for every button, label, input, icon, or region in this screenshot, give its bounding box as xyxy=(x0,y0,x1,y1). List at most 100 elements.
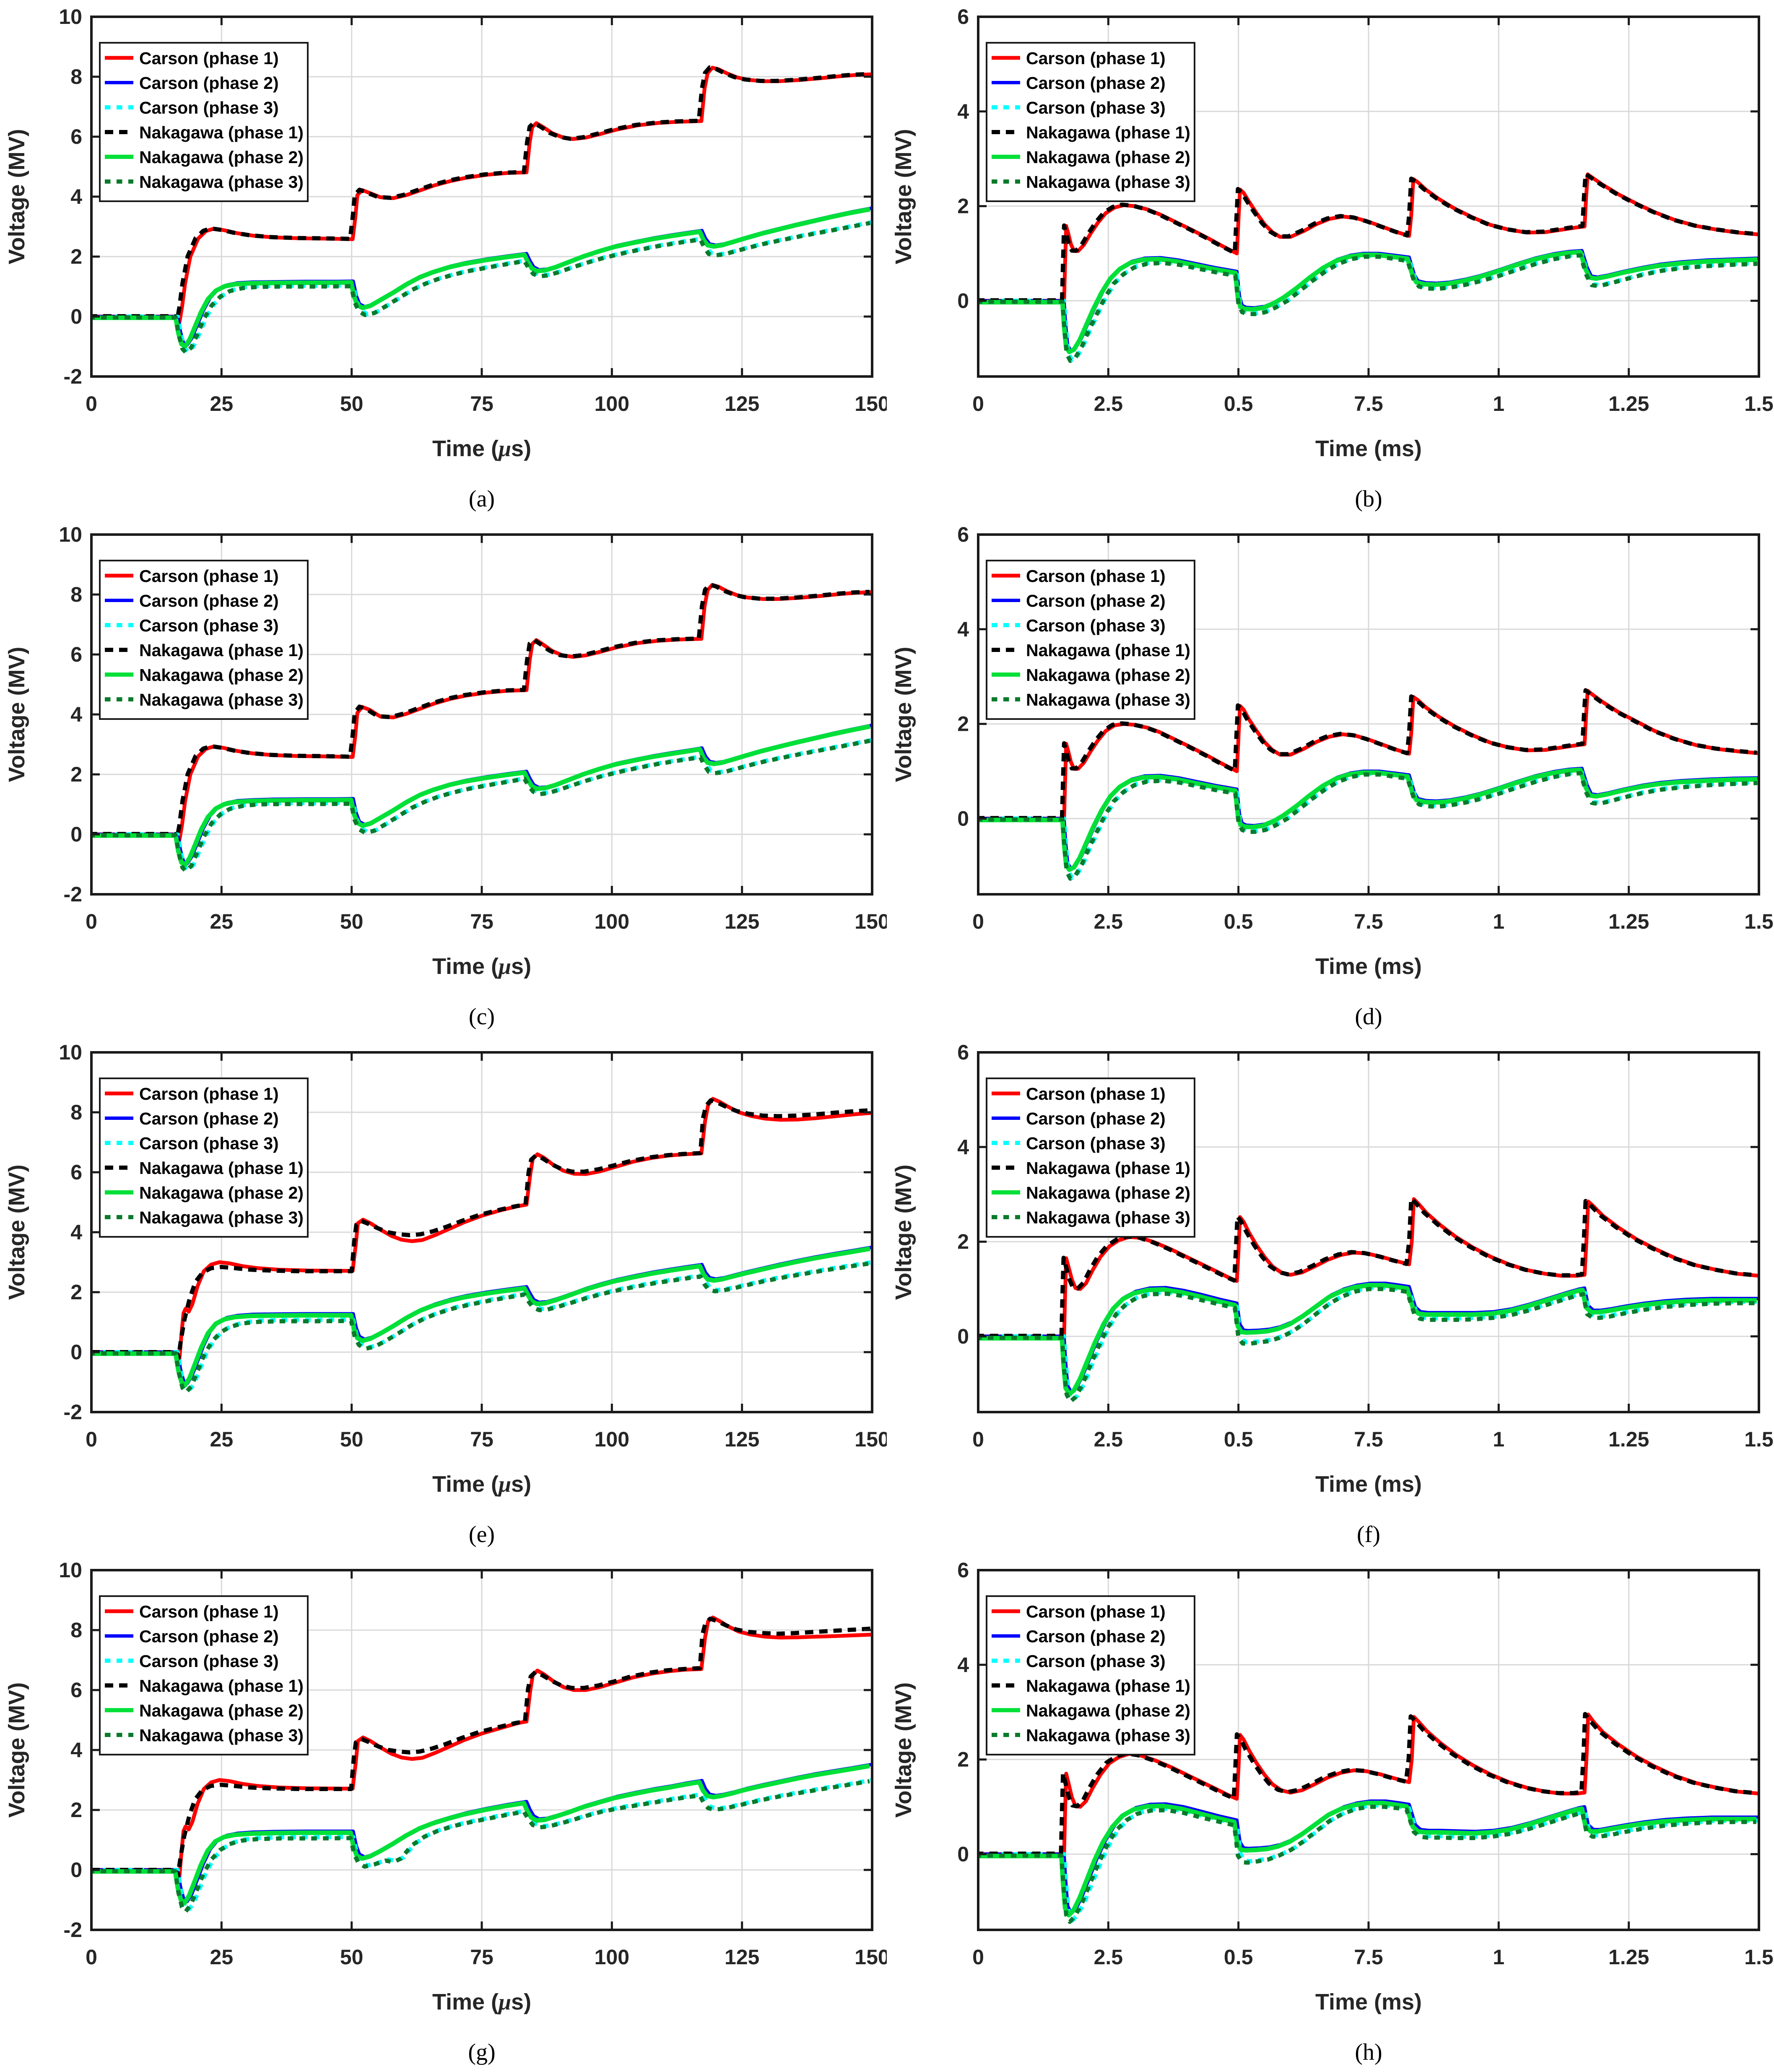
legend-label: Nakagawa (phase 1) xyxy=(1026,1158,1190,1178)
legend-label: Nakagawa (phase 3) xyxy=(1026,690,1190,709)
legend-label: Carson (phase 2) xyxy=(1026,1109,1166,1128)
legend-label: Nakagawa (phase 1) xyxy=(139,1676,304,1696)
legend-label: Nakagawa (phase 1) xyxy=(1026,641,1190,660)
x-tick-label: 0 xyxy=(972,910,984,933)
chart-a: 0 25 50 75 100 125 150 -2 0 2 4 6 8 10 Time (μs) Voltag… xyxy=(0,0,887,518)
legend: Carson (phase 1) Carson (phase 2) Carson (… xyxy=(99,1078,309,1238)
chart-svg-d: 0 2.5 0.5 7.5 1 1.25 1.5 0 2 4 6 Time (ms) Voltage (… xyxy=(887,518,1774,1036)
series-nakagawa-phase-1 xyxy=(977,1196,1757,1338)
legend-label: Carson (phase 3) xyxy=(1026,98,1166,117)
chart-h: 0 2.5 0.5 7.5 1 1.25 1.5 0 2 4 6 Time (ms) Voltage (… xyxy=(887,1553,1774,2071)
legend-label: Carson (phase 1) xyxy=(139,49,279,68)
legend-label: Nakagawa (phase 2) xyxy=(139,148,304,167)
legend-label: Carson (phase 2) xyxy=(139,1627,279,1646)
x-tick-label: 0 xyxy=(86,1428,97,1451)
y-axis-label: Voltage (MV) xyxy=(4,129,29,265)
legend-label: Carson (phase 2) xyxy=(1026,73,1166,93)
series-nakagawa-phase-2 xyxy=(91,1246,870,1388)
series-nakagawa-phase-3 xyxy=(91,1261,870,1394)
chart-f: 0 2.5 0.5 7.5 1 1.25 1.5 0 2 4 6 Time (ms) Voltage (… xyxy=(887,1036,1774,1553)
legend-box xyxy=(99,1078,309,1238)
x-tick-label: 0 xyxy=(86,910,97,933)
series-group xyxy=(91,1097,873,1394)
x-tick-label: 1 xyxy=(1493,392,1504,415)
x-axis-label: Time (μs) xyxy=(432,1472,531,1497)
legend-label: Carson (phase 1) xyxy=(1026,49,1166,68)
chart-caption: (h) xyxy=(1355,2039,1382,2065)
y-axis-label: Voltage (MV) xyxy=(4,647,29,782)
x-axis-label: Time (μs) xyxy=(432,1989,531,2015)
series-nakagawa-phase-2 xyxy=(91,207,871,349)
y-tick-label: 4 xyxy=(70,703,82,726)
chart-c: 0 25 50 75 100 125 150 -2 0 2 4 6 8 10 Time (μs) Voltag… xyxy=(0,518,887,1036)
legend-label: Carson (phase 1) xyxy=(1026,1602,1166,1621)
x-axis-label: Time (ms) xyxy=(1315,436,1422,461)
legend-label: Carson (phase 3) xyxy=(1026,1134,1166,1153)
x-tick-label: 0 xyxy=(972,1945,984,1969)
legend-label: Nakagawa (phase 2) xyxy=(139,665,304,685)
legend: Carson (phase 1) Carson (phase 2) Carson (… xyxy=(986,560,1195,720)
y-tick-label: 4 xyxy=(957,1135,969,1159)
legend-label: Carson (phase 2) xyxy=(1026,591,1166,610)
y-tick-label: -2 xyxy=(64,883,82,906)
x-tick-label: 0 xyxy=(972,1428,984,1451)
chart-svg-f: 0 2.5 0.5 7.5 1 1.25 1.5 0 2 4 6 Time (ms) Voltage (… xyxy=(887,1036,1774,1553)
y-tick-label: 2 xyxy=(957,195,969,218)
chart-svg-h: 0 2.5 0.5 7.5 1 1.25 1.5 0 2 4 6 Time (ms) Voltage (… xyxy=(887,1553,1774,2071)
series-nakagawa-phase-1 xyxy=(977,688,1757,820)
legend-box xyxy=(986,560,1195,720)
x-tick-label: 150 xyxy=(855,392,887,415)
series-nakagawa-phase-3 xyxy=(977,1287,1757,1404)
legend-label: Nakagawa (phase 1) xyxy=(1026,123,1190,142)
y-axis-label: Voltage (MV) xyxy=(4,1683,29,1818)
series-carson-phase-3 xyxy=(91,1778,873,1913)
legend-label: Carson (phase 2) xyxy=(139,591,279,610)
y-tick-label: -2 xyxy=(64,365,82,388)
legend-label: Nakagawa (phase 1) xyxy=(139,123,304,142)
y-tick-label: 8 xyxy=(70,65,82,88)
series-nakagawa-phase-1 xyxy=(977,171,1757,303)
x-tick-label: 7.5 xyxy=(1354,910,1383,933)
legend-label: Nakagawa (phase 2) xyxy=(139,1701,304,1720)
x-axis-label: Time (μs) xyxy=(432,954,531,979)
y-axis-label: Voltage (MV) xyxy=(891,1165,916,1300)
legend: Carson (phase 1) Carson (phase 2) Carson (… xyxy=(99,560,309,720)
chart-caption: (c) xyxy=(469,1004,495,1030)
legend-label: Nakagawa (phase 3) xyxy=(139,690,304,709)
y-axis-label: Voltage (MV) xyxy=(891,1683,916,1818)
y-tick-label: 6 xyxy=(957,523,969,546)
legend-label: Nakagawa (phase 2) xyxy=(1026,1183,1190,1202)
y-tick-label: 0 xyxy=(70,305,82,328)
series-carson-phase-3 xyxy=(91,220,873,354)
chart-caption: (d) xyxy=(1355,1004,1382,1030)
x-tick-label: 125 xyxy=(725,1945,759,1969)
y-tick-label: 2 xyxy=(70,1798,82,1822)
series-group xyxy=(977,171,1759,363)
x-tick-label: 0 xyxy=(972,392,984,415)
series-nakagawa-phase-3 xyxy=(977,1805,1756,1924)
series-group xyxy=(977,688,1759,881)
y-tick-label: 6 xyxy=(70,1678,82,1702)
legend-label: Carson (phase 3) xyxy=(139,98,279,117)
y-tick-label: 10 xyxy=(59,1558,82,1582)
y-tick-label: 0 xyxy=(957,1842,969,1866)
y-tick-label: 0 xyxy=(957,289,969,312)
y-tick-label: 8 xyxy=(70,1101,82,1124)
y-tick-label: 2 xyxy=(957,1230,969,1254)
x-axis-label: Time (μs) xyxy=(432,436,531,461)
chart-caption: (g) xyxy=(468,2039,495,2065)
x-tick-label: 150 xyxy=(855,910,887,933)
series-group xyxy=(91,65,873,355)
series-nakagawa-phase-1 xyxy=(91,1616,873,1878)
x-tick-label: 75 xyxy=(470,1945,493,1969)
x-tick-label: 0 xyxy=(86,392,97,415)
legend-label: Nakagawa (phase 3) xyxy=(139,172,304,192)
legend-label: Carson (phase 3) xyxy=(1026,616,1166,635)
series-nakagawa-phase-2 xyxy=(91,724,871,867)
legend-box xyxy=(99,560,309,720)
x-tick-label: 75 xyxy=(470,910,493,933)
chart-caption: (a) xyxy=(469,486,495,512)
series-nakagawa-phase-1 xyxy=(91,1098,873,1361)
